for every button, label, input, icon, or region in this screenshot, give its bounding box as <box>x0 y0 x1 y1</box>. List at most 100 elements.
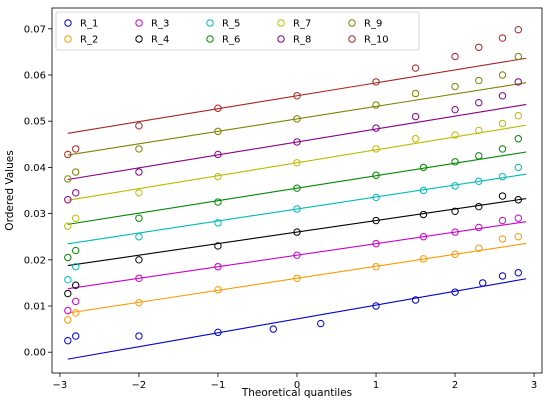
legend: R_1 R_2 R_3 R_4 R_5 R_6 R_7 R_8 R_9 R_10 <box>55 11 420 51</box>
legend-item-r-6: R_6 <box>206 35 240 46</box>
data-point <box>293 184 301 192</box>
data-point <box>72 145 80 153</box>
x-tick-label: 2 <box>452 380 458 391</box>
data-point <box>372 171 380 179</box>
data-point <box>293 205 301 213</box>
legend-label: R_6 <box>222 35 240 46</box>
data-point <box>64 175 72 183</box>
data-point <box>475 43 483 51</box>
data-point <box>475 152 483 160</box>
reference-line-r-8 <box>67 103 527 181</box>
data-point <box>64 275 72 284</box>
data-point <box>419 255 428 263</box>
data-point <box>451 158 459 166</box>
data-point <box>214 328 222 337</box>
data-point <box>293 228 301 236</box>
data-point <box>514 26 522 34</box>
legend-marker <box>348 19 356 27</box>
data-point <box>451 250 459 258</box>
series-r-9 <box>64 52 522 183</box>
reference-lines <box>67 57 527 360</box>
data-point <box>514 214 522 222</box>
data-point <box>64 289 72 298</box>
data-point <box>135 145 143 153</box>
data-point <box>64 336 72 345</box>
y-tick-label: 0.04 <box>24 163 46 174</box>
series-r-3 <box>64 214 522 315</box>
axes: −3 −2 −1 0 1 2 3 0.00 0.01 0.02 0.03 0.04 0.05 0.06 0.… <box>24 24 538 391</box>
reference-line-r-6 <box>67 151 527 225</box>
data-point <box>72 214 80 222</box>
data-point <box>64 316 72 324</box>
data-point <box>514 135 522 143</box>
y-tick-label: 0.03 <box>24 209 46 220</box>
data-point <box>411 89 420 98</box>
data-point <box>135 299 143 307</box>
series-r-6 <box>64 135 522 262</box>
data-point <box>419 186 428 195</box>
data-point <box>451 182 459 190</box>
legend-marker <box>135 19 143 27</box>
data-point <box>135 256 143 264</box>
legend-label: R_4 <box>151 35 169 46</box>
legend-item-r-9: R_9 <box>348 19 382 30</box>
data-point <box>214 242 222 250</box>
data-point <box>419 233 428 241</box>
data-point <box>214 172 222 181</box>
series-r-4 <box>64 192 522 298</box>
data-point <box>498 71 507 79</box>
data-point <box>475 244 483 252</box>
legend-marker <box>206 35 214 43</box>
data-point <box>514 52 522 61</box>
data-point <box>293 251 301 259</box>
data-point <box>72 189 80 197</box>
y-tick-label: 0.06 <box>24 70 46 81</box>
legend-marker <box>206 19 214 27</box>
x-tick-label: −2 <box>132 380 147 391</box>
data-point <box>135 122 143 130</box>
x-tick-label: −3 <box>53 380 68 391</box>
data-point <box>479 279 487 287</box>
data-point <box>514 163 522 172</box>
data-point <box>372 302 380 310</box>
legend-label: R_2 <box>80 35 98 46</box>
data-point <box>214 263 222 271</box>
legend-label: R_10 <box>364 35 389 46</box>
data-point <box>372 145 380 153</box>
data-point <box>451 228 459 236</box>
data-point <box>475 76 483 85</box>
legend-marker <box>64 19 72 27</box>
reference-line-r-4 <box>67 198 527 267</box>
data-point <box>498 192 507 200</box>
y-tick-label: 0.02 <box>24 255 46 266</box>
legend-box <box>55 11 420 51</box>
data-point <box>451 52 459 61</box>
data-point <box>64 196 72 204</box>
data-point <box>514 78 522 86</box>
y-axis-title: Ordered Values <box>4 150 16 230</box>
data-point <box>498 145 507 153</box>
data-point <box>214 150 222 159</box>
legend-item-r-2: R_2 <box>64 35 98 46</box>
data-point <box>293 115 301 123</box>
x-tick-label: 1 <box>373 380 379 391</box>
data-point <box>214 104 222 112</box>
legend-item-r-8: R_8 <box>277 35 311 46</box>
legend-label: R_1 <box>80 19 98 30</box>
legend-item-r-1: R_1 <box>64 19 98 30</box>
x-axis-title: Theoretical quantiles <box>241 387 352 399</box>
data-point <box>498 235 507 243</box>
data-point <box>72 246 80 255</box>
data-point <box>475 126 483 135</box>
reference-line-r-1 <box>67 278 527 360</box>
series-r-1 <box>64 269 522 345</box>
data-point <box>293 92 301 100</box>
data-point <box>372 193 380 202</box>
data-point <box>269 325 277 333</box>
data-point <box>135 233 143 241</box>
data-point <box>451 288 459 296</box>
data-point <box>372 78 380 86</box>
legend-marker <box>348 35 356 43</box>
data-point <box>72 263 80 271</box>
